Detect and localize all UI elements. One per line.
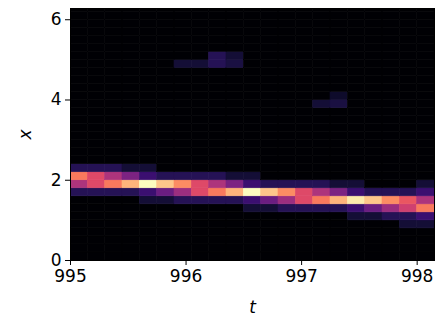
svg-text:996: 996 — [170, 266, 202, 286]
svg-text:x: x — [15, 129, 35, 141]
svg-text:2: 2 — [51, 170, 62, 190]
svg-text:997: 997 — [285, 266, 317, 286]
svg-text:4: 4 — [51, 89, 62, 109]
svg-text:995: 995 — [54, 266, 86, 286]
svg-text:t: t — [249, 297, 257, 317]
svg-text:0: 0 — [50, 249, 62, 270]
svg-text:998: 998 — [401, 266, 433, 286]
svg-text:6: 6 — [51, 9, 62, 29]
